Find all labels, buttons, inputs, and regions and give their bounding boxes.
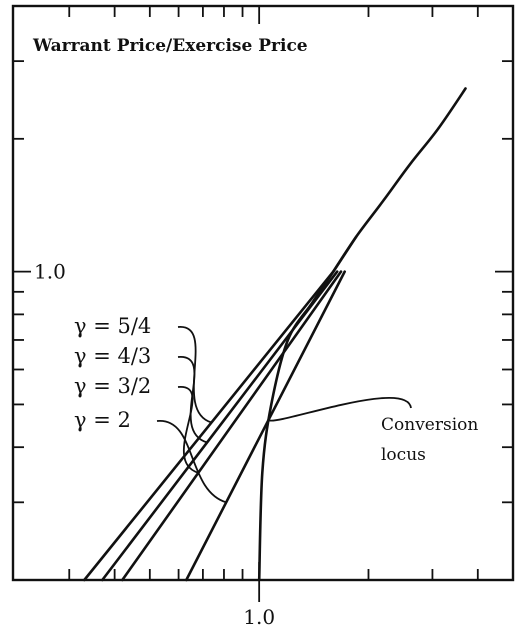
annotation-leader-line [268,397,412,422]
tick-marks [13,5,514,602]
series-line-3-2 [121,270,343,582]
annotation-leader-line [177,386,199,474]
annotation-label: γ = 3/2 [74,374,151,398]
tick-label-group: 1.0 1.0 [34,260,275,629]
x-tick-label: 1.0 [243,605,275,629]
annotation-label: γ = 2 [74,408,131,432]
annotation-label: γ = 5/4 [74,314,151,338]
series-line-5-4 [83,270,335,582]
series-line-upper-envelope [332,87,467,273]
y-axis-label: Warrant Price/Exercise Price [32,36,308,56]
annotation-label: γ = 4/3 [74,344,151,368]
y-tick-label: 1.0 [34,260,66,284]
annotation-leader-line [156,420,227,504]
annotation-group: γ = 5/4 γ = 4/3 γ = 3/2 γ = 2 Conversion locu… [74,314,478,504]
series-line-2 [185,270,346,582]
series-group [83,87,467,582]
annotation-label: Conversion [381,415,478,435]
plot-frame [11,4,515,582]
annotation-label: locus [381,445,426,465]
